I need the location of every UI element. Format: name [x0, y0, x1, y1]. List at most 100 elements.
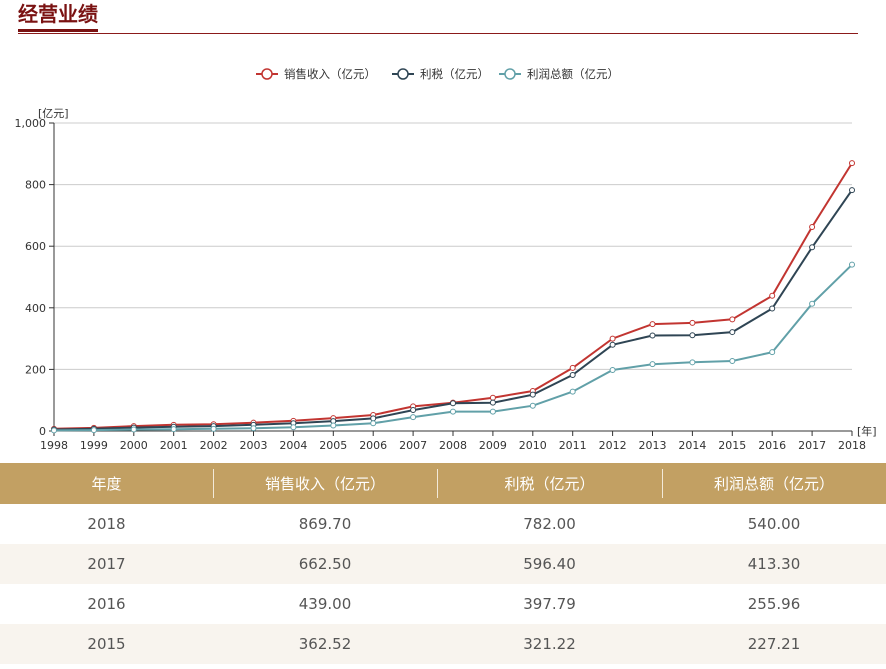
cell-year: 2018 [87, 515, 126, 533]
data-point [609, 367, 616, 374]
data-point [809, 300, 816, 307]
cell-year: 2016 [87, 595, 126, 613]
legend-swatch-marker [504, 68, 516, 80]
data-point [529, 402, 536, 409]
x-tick-label: 2004 [279, 439, 307, 452]
y-tick-label: 1,000 [15, 117, 47, 130]
x-tick-label: 2012 [599, 439, 627, 452]
x-tick-label: 2014 [678, 439, 706, 452]
line-chart: 0 200 400 600 800 1,000[亿元] [年] 1998 1999 2000 200… [15, 67, 877, 452]
header-sales: 销售收入（亿元） [213, 463, 437, 504]
y-tick-label: 0 [39, 425, 46, 438]
cell-sales: 662.50 [298, 555, 352, 573]
data-point [649, 332, 656, 339]
x-tick-label: 2008 [439, 439, 467, 452]
x-tick-label: 2001 [160, 439, 188, 452]
x-tick-label: 2007 [399, 439, 427, 452]
data-point [849, 261, 855, 268]
x-tick-label: 2017 [798, 439, 826, 452]
data-point [569, 388, 576, 395]
data-point [609, 341, 616, 348]
header-tax: 利税（亿元） [437, 463, 662, 504]
x-tick-label: 1998 [40, 439, 68, 452]
y-tick-label: 800 [25, 179, 46, 192]
legend-swatch-marker [261, 68, 273, 80]
y-tick-label: 400 [25, 302, 46, 315]
legend-label: 利税（亿元） [420, 67, 489, 81]
data-point [569, 364, 576, 371]
data-point [809, 244, 816, 251]
data-point [649, 361, 656, 368]
data-point [729, 358, 736, 365]
x-tick-label: 2013 [639, 439, 667, 452]
x-tick-label: 2009 [479, 439, 507, 452]
cell-year: 2017 [87, 555, 126, 573]
data-point [769, 292, 776, 299]
cell-profit: 227.21 [747, 635, 801, 653]
data-point [849, 187, 855, 194]
data-point [90, 427, 97, 434]
y-tick-label: 600 [25, 240, 46, 253]
performance-table: 年度 销售收入（亿元） 利税（亿元） 利润总额（亿元） 2018 869.70 … [0, 463, 886, 664]
cell-sales: 362.52 [298, 635, 352, 653]
x-tick-label: 2000 [120, 439, 148, 452]
x-tick-label: 2016 [758, 439, 786, 452]
y-tick-label: 200 [25, 363, 46, 376]
data-point [769, 349, 776, 356]
legend-label: 销售收入（亿元） [284, 67, 376, 81]
data-point [729, 316, 736, 323]
header-profit: 利润总额（亿元） [662, 463, 886, 504]
cell-profit: 413.30 [747, 555, 801, 573]
data-point [609, 335, 616, 342]
data-point [849, 160, 855, 167]
data-point [170, 426, 177, 433]
x-tick-label: 2002 [200, 439, 228, 452]
table-row: 2016 439.00 397.79 255.96 [0, 584, 886, 624]
table-header: 年度 销售收入（亿元） 利税（亿元） 利润总额（亿元） [0, 463, 886, 504]
cell-tax: 397.79 [523, 595, 576, 613]
x-tick-label: 2010 [519, 439, 547, 452]
section-header: 经营业绩 [18, 0, 858, 34]
x-tick-label: 2011 [559, 439, 587, 452]
y-axis-label: [亿元] [38, 107, 69, 120]
x-tick-label: 2018 [838, 439, 866, 452]
data-point [51, 427, 57, 434]
data-point [450, 400, 456, 407]
data-point [689, 319, 696, 326]
data-point [769, 305, 776, 312]
legend-label: 利润总额（亿元） [527, 67, 619, 81]
data-point [250, 425, 257, 432]
page-title: 经营业绩 [18, 2, 98, 32]
cell-sales: 869.70 [298, 515, 352, 533]
table-row: 2018 869.70 782.00 540.00 [0, 504, 886, 544]
data-point [370, 415, 377, 422]
cell-tax: 596.40 [523, 555, 576, 573]
data-point [370, 420, 377, 427]
x-axis-label: [年] [857, 424, 877, 438]
data-point [809, 223, 816, 230]
cell-tax: 321.22 [523, 635, 576, 653]
cell-profit: 540.00 [747, 515, 801, 533]
data-point [569, 371, 576, 378]
series-line-2 [53, 189, 853, 431]
data-point [689, 332, 696, 339]
cell-sales: 439.00 [298, 595, 352, 613]
cell-profit: 255.96 [747, 595, 801, 613]
data-point [330, 422, 337, 429]
data-point [130, 426, 137, 433]
series-line-1 [53, 162, 853, 430]
data-point [489, 394, 496, 401]
data-point [729, 329, 736, 336]
data-point [489, 399, 496, 406]
data-point [689, 359, 696, 366]
x-tick-label: 1999 [80, 439, 108, 452]
header-year: 年度 [91, 475, 122, 493]
cell-tax: 782.00 [523, 515, 576, 533]
x-tick-label: 2005 [319, 439, 347, 452]
x-tick-label: 2006 [359, 439, 387, 452]
data-point [649, 321, 656, 328]
data-point [210, 425, 217, 432]
data-point [450, 408, 456, 415]
data-point [410, 407, 417, 414]
